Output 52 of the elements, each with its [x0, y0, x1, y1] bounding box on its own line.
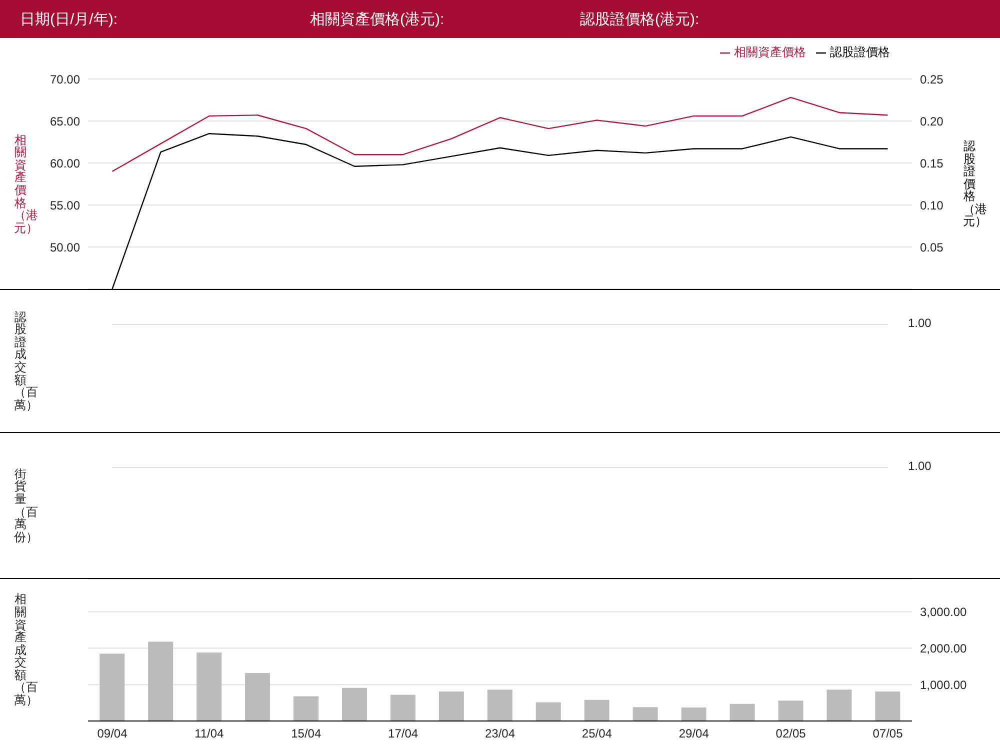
bar	[487, 690, 512, 721]
y2-tick-label: 2,000.00	[920, 641, 968, 656]
bar	[245, 672, 270, 721]
line-series	[112, 96, 888, 172]
bar	[826, 690, 852, 721]
x-tick-label: 17/04	[388, 726, 418, 741]
y2-tick-label: 0.10	[920, 198, 944, 212]
bar	[730, 704, 755, 721]
bar	[681, 708, 706, 721]
y-tick-label: 60.00	[50, 156, 80, 170]
bar	[294, 696, 319, 721]
text: 日期(日/月/年):	[20, 10, 118, 29]
bar	[196, 652, 222, 721]
x-tick-label: 07/05	[872, 726, 904, 741]
y2-tick-label: 0.25	[920, 72, 944, 86]
bar	[100, 654, 125, 721]
x-tick-label: 11/04	[194, 726, 224, 741]
x-tick-label: 09/04	[97, 726, 128, 741]
y2-tick-label: 0.05	[920, 240, 944, 254]
text: 相關資產成交額（百萬）	[14, 592, 38, 708]
legend-label: 認股證價格	[830, 45, 890, 59]
text: 街貨量（百萬份）	[14, 466, 38, 544]
x-tick-label: 02/05	[776, 726, 806, 741]
y-axis-title: 相關資產價格（港元）	[14, 132, 38, 235]
bar	[584, 700, 610, 721]
bar	[390, 694, 416, 721]
bar	[778, 700, 804, 721]
text: 認股證價格(港元):	[580, 10, 700, 29]
y-tick-label: 65.00	[50, 114, 80, 128]
x-tick-label: 23/04	[484, 726, 516, 741]
y2-axis-title: 認股證價格（港元）	[963, 138, 987, 228]
y-tick-label: 50.00	[50, 240, 80, 254]
bar	[875, 692, 900, 721]
text: 1.00	[908, 316, 932, 330]
y2-tick-label: 3,000.00	[920, 605, 968, 620]
bar	[536, 702, 561, 721]
y-tick-label: 70.00	[50, 72, 80, 86]
bar	[148, 642, 174, 721]
bar	[438, 692, 464, 721]
y2-tick-label: 1,000.00	[920, 678, 968, 692]
text: 認股證成交額（百萬）	[14, 310, 38, 412]
text: 相關資產價格(港元):	[310, 10, 444, 29]
text: 1.00	[908, 459, 932, 473]
x-tick-label: 29/04	[678, 726, 710, 741]
y2-tick-label: 0.15	[920, 156, 944, 170]
x-tick-label: 25/04	[582, 726, 612, 741]
bar	[632, 707, 658, 721]
x-tick-label: 15/04	[291, 726, 322, 741]
bar	[342, 688, 367, 721]
y-tick-label: 55.00	[50, 198, 80, 212]
legend-label: 相關資產價格	[734, 45, 806, 59]
y2-tick-label: 0.20	[920, 114, 944, 128]
